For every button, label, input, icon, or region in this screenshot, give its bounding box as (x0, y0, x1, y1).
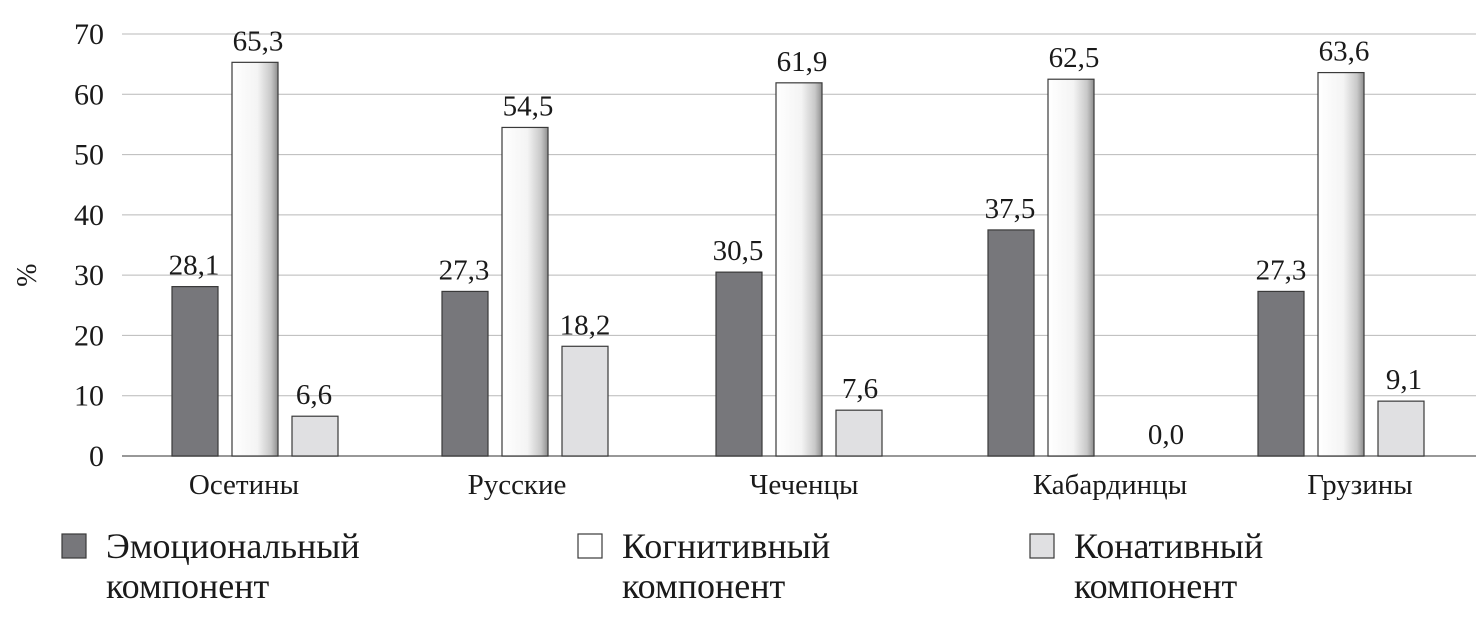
y-tick-label: 60 (74, 78, 104, 111)
bar (775, 82, 823, 457)
legend-label: компонент (1074, 566, 1238, 606)
y-tick-label: 0 (89, 440, 104, 473)
bar (1377, 400, 1425, 457)
legend-swatch (61, 533, 87, 559)
data-label: 30,5 (713, 235, 764, 267)
legend-label: Эмоциональный (106, 526, 360, 566)
x-tick-label: Грузины (1307, 469, 1413, 501)
x-tick-label: Чеченцы (750, 469, 859, 501)
data-label: 27,3 (1256, 254, 1307, 286)
y-tick-label: 20 (74, 319, 104, 352)
data-label: 28,1 (169, 250, 220, 282)
legend-swatch (577, 533, 603, 559)
data-label: 6,6 (296, 379, 332, 411)
x-axis: Осетины Русские Чеченцы Кабардинцы Грузины (189, 469, 1413, 501)
y-tick-label: 30 (74, 259, 104, 292)
bar (561, 345, 609, 457)
y-tick-label: 10 (74, 380, 104, 413)
data-label: 62,5 (1049, 42, 1100, 74)
bar (501, 126, 549, 457)
data-label: 9,1 (1386, 364, 1422, 396)
bars: 28,1 65,3 6,6 27,3 54,5 18,2 30,5 61,9 7,6 37,5 62… (169, 25, 1425, 457)
data-label: 27,3 (439, 254, 490, 286)
legend-label: Когнитивный (622, 526, 830, 566)
data-label: 61,9 (777, 46, 828, 78)
legend: ЭмоциональныйкомпонентКогнитивныйкомпоне… (61, 526, 1263, 606)
x-tick-label: Кабардинцы (1033, 469, 1187, 501)
legend-label: компонент (622, 566, 786, 606)
bar (1317, 71, 1365, 457)
data-label: 63,6 (1319, 36, 1370, 68)
legend-label: компонент (106, 566, 270, 606)
bar (441, 290, 489, 457)
x-tick-label: Осетины (189, 469, 299, 501)
data-label: 65,3 (233, 25, 284, 57)
data-label: 18,2 (560, 309, 611, 341)
data-label: 7,6 (842, 373, 878, 405)
data-label: 37,5 (985, 193, 1036, 225)
x-tick-label: Русские (468, 469, 567, 501)
bar (1047, 78, 1095, 457)
bar (835, 409, 883, 457)
bar (1257, 290, 1305, 457)
data-label: 54,5 (503, 90, 554, 122)
y-tick-label: 40 (74, 199, 104, 232)
bar (987, 229, 1035, 457)
data-label: 0,0 (1148, 419, 1184, 451)
y-tick-label: 70 (74, 18, 104, 51)
legend-swatch (1029, 533, 1055, 559)
bar (171, 285, 219, 457)
y-axis-label: % (12, 263, 43, 286)
bar (291, 415, 339, 457)
bar (231, 61, 279, 457)
bar (715, 271, 763, 457)
legend-label: Конативный (1074, 526, 1263, 566)
y-tick-label: 50 (74, 139, 104, 172)
y-axis: 0 10 20 30 40 50 60 70% (12, 18, 104, 473)
